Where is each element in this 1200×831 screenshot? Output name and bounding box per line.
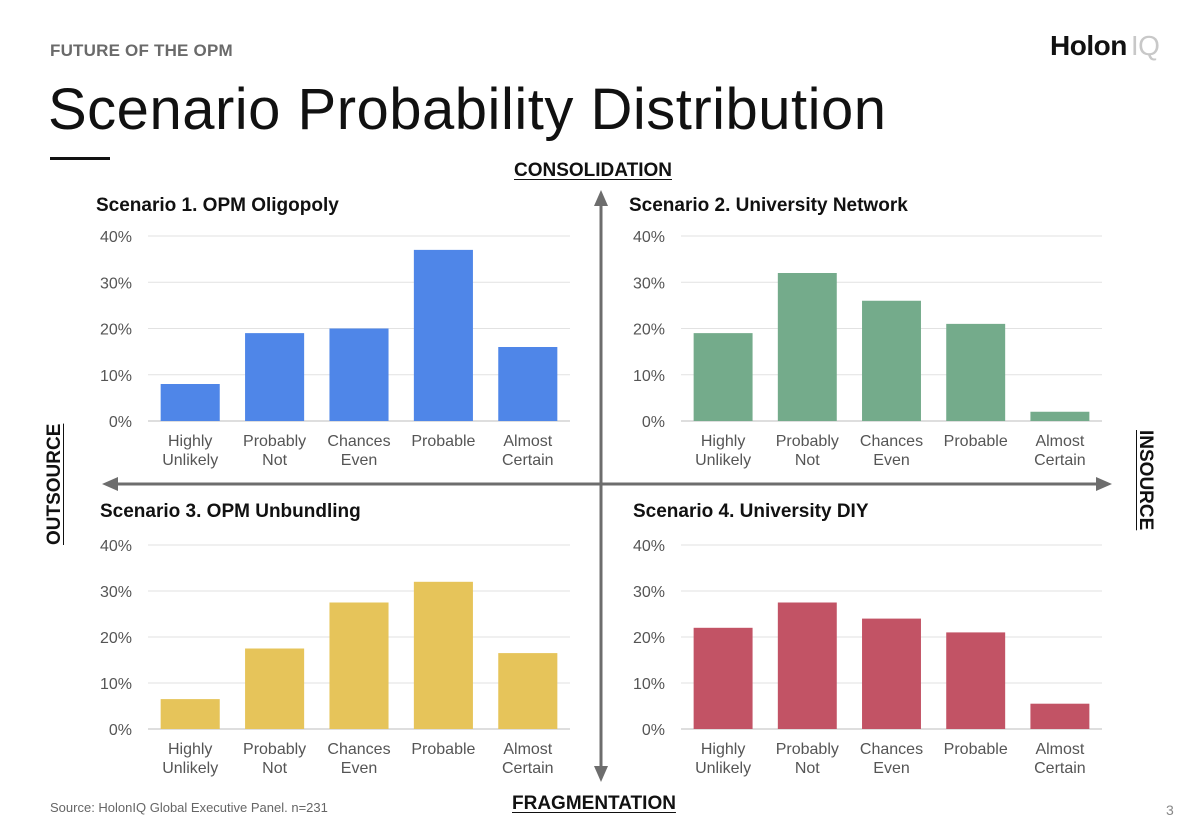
- bar: [862, 618, 921, 729]
- x-category-label: Chances: [327, 433, 390, 450]
- y-tick-label: 40%: [100, 229, 132, 246]
- bar: [498, 347, 558, 421]
- y-tick-label: 40%: [100, 538, 132, 555]
- x-category-label: Not: [262, 452, 287, 469]
- bar: [329, 328, 389, 421]
- logo-main: Holon: [1050, 30, 1127, 61]
- x-category-label: Unlikely: [695, 760, 751, 777]
- x-category-label: Even: [873, 452, 909, 469]
- bar: [245, 648, 305, 729]
- holoniq-logo: Holon IQ: [1050, 30, 1160, 62]
- arrow-up-icon: [594, 190, 608, 206]
- page-number: 3: [1166, 802, 1174, 818]
- source-note: Source: HolonIQ Global Executive Panel. …: [50, 800, 328, 815]
- panel-title-scenario-4: Scenario 4. University DIY: [633, 501, 869, 522]
- x-category-label: Chances: [860, 433, 923, 450]
- x-category-label: Probable: [411, 433, 475, 450]
- y-tick-label: 10%: [100, 368, 132, 385]
- x-category-label: Almost: [1035, 741, 1084, 758]
- y-tick-label: 0%: [109, 414, 132, 431]
- axis-label-outsource: OUTSOURCE: [44, 423, 65, 545]
- y-tick-label: 0%: [109, 722, 132, 739]
- x-category-label: Even: [341, 452, 377, 469]
- y-tick-label: 30%: [633, 584, 665, 601]
- axis-label-insource: INSOURCE: [1135, 430, 1156, 531]
- x-category-label: Certain: [1034, 760, 1086, 777]
- x-category-label: Unlikely: [695, 452, 751, 469]
- arrow-down-icon: [594, 766, 608, 782]
- y-tick-label: 30%: [100, 584, 132, 601]
- x-category-label: Chances: [327, 741, 390, 758]
- kicker: FUTURE OF THE OPM: [50, 41, 233, 60]
- bar: [160, 699, 220, 729]
- bar: [245, 333, 305, 421]
- bar: [1030, 703, 1090, 729]
- axis-label-consolidation: CONSOLIDATION: [514, 160, 672, 181]
- y-tick-label: 30%: [100, 275, 132, 292]
- bar: [946, 323, 1006, 421]
- x-category-label: Highly: [168, 741, 212, 758]
- y-tick-label: 20%: [633, 322, 665, 339]
- x-category-label: Probably: [243, 741, 306, 758]
- x-category-label: Probably: [776, 741, 839, 758]
- x-category-label: Highly: [701, 433, 745, 450]
- arrow-left-icon: [102, 477, 118, 491]
- y-tick-label: 10%: [633, 368, 665, 385]
- y-tick-label: 20%: [633, 630, 665, 647]
- title-underline: [50, 157, 110, 160]
- y-tick-label: 40%: [633, 538, 665, 555]
- x-category-label: Highly: [701, 741, 745, 758]
- axis-label-fragmentation: FRAGMENTATION: [512, 793, 676, 814]
- x-category-label: Almost: [503, 741, 552, 758]
- x-category-label: Almost: [503, 433, 552, 450]
- y-tick-label: 0%: [642, 722, 665, 739]
- x-category-label: Almost: [1035, 433, 1084, 450]
- bar: [329, 602, 389, 729]
- x-category-label: Certain: [502, 760, 554, 777]
- bar: [413, 581, 473, 729]
- panel-title-scenario-1: Scenario 1. OPM Oligopoly: [96, 195, 339, 216]
- panel-title-scenario-2: Scenario 2. University Network: [629, 195, 908, 216]
- x-category-label: Not: [795, 452, 820, 469]
- bar: [777, 273, 837, 421]
- x-category-label: Even: [873, 760, 909, 777]
- bar: [160, 384, 220, 421]
- y-tick-label: 0%: [642, 414, 665, 431]
- bar: [413, 249, 473, 421]
- y-tick-label: 30%: [633, 275, 665, 292]
- x-category-label: Probably: [243, 433, 306, 450]
- bar: [498, 653, 558, 729]
- bar: [862, 300, 921, 421]
- x-category-label: Even: [341, 760, 377, 777]
- arrow-right-icon: [1096, 477, 1112, 491]
- x-category-label: Probable: [411, 741, 475, 758]
- panel-title-scenario-3: Scenario 3. OPM Unbundling: [100, 501, 361, 522]
- bar: [693, 333, 753, 421]
- page-title: Scenario Probability Distribution: [48, 77, 887, 142]
- x-category-label: Certain: [1034, 452, 1086, 469]
- x-category-label: Certain: [502, 452, 554, 469]
- y-tick-label: 10%: [100, 676, 132, 693]
- y-tick-label: 40%: [633, 229, 665, 246]
- bar: [1030, 411, 1090, 421]
- x-category-label: Highly: [168, 433, 212, 450]
- x-category-label: Not: [795, 760, 820, 777]
- x-category-label: Probable: [944, 741, 1008, 758]
- bar: [693, 627, 753, 729]
- y-tick-label: 20%: [100, 322, 132, 339]
- logo-accent: IQ: [1130, 30, 1160, 61]
- x-category-label: Unlikely: [162, 452, 218, 469]
- x-category-label: Chances: [860, 741, 923, 758]
- y-tick-label: 10%: [633, 676, 665, 693]
- x-category-label: Unlikely: [162, 760, 218, 777]
- y-tick-label: 20%: [100, 630, 132, 647]
- bar: [777, 602, 837, 729]
- bar: [946, 632, 1006, 729]
- x-category-label: Probable: [944, 433, 1008, 450]
- x-category-label: Not: [262, 760, 287, 777]
- x-category-label: Probably: [776, 433, 839, 450]
